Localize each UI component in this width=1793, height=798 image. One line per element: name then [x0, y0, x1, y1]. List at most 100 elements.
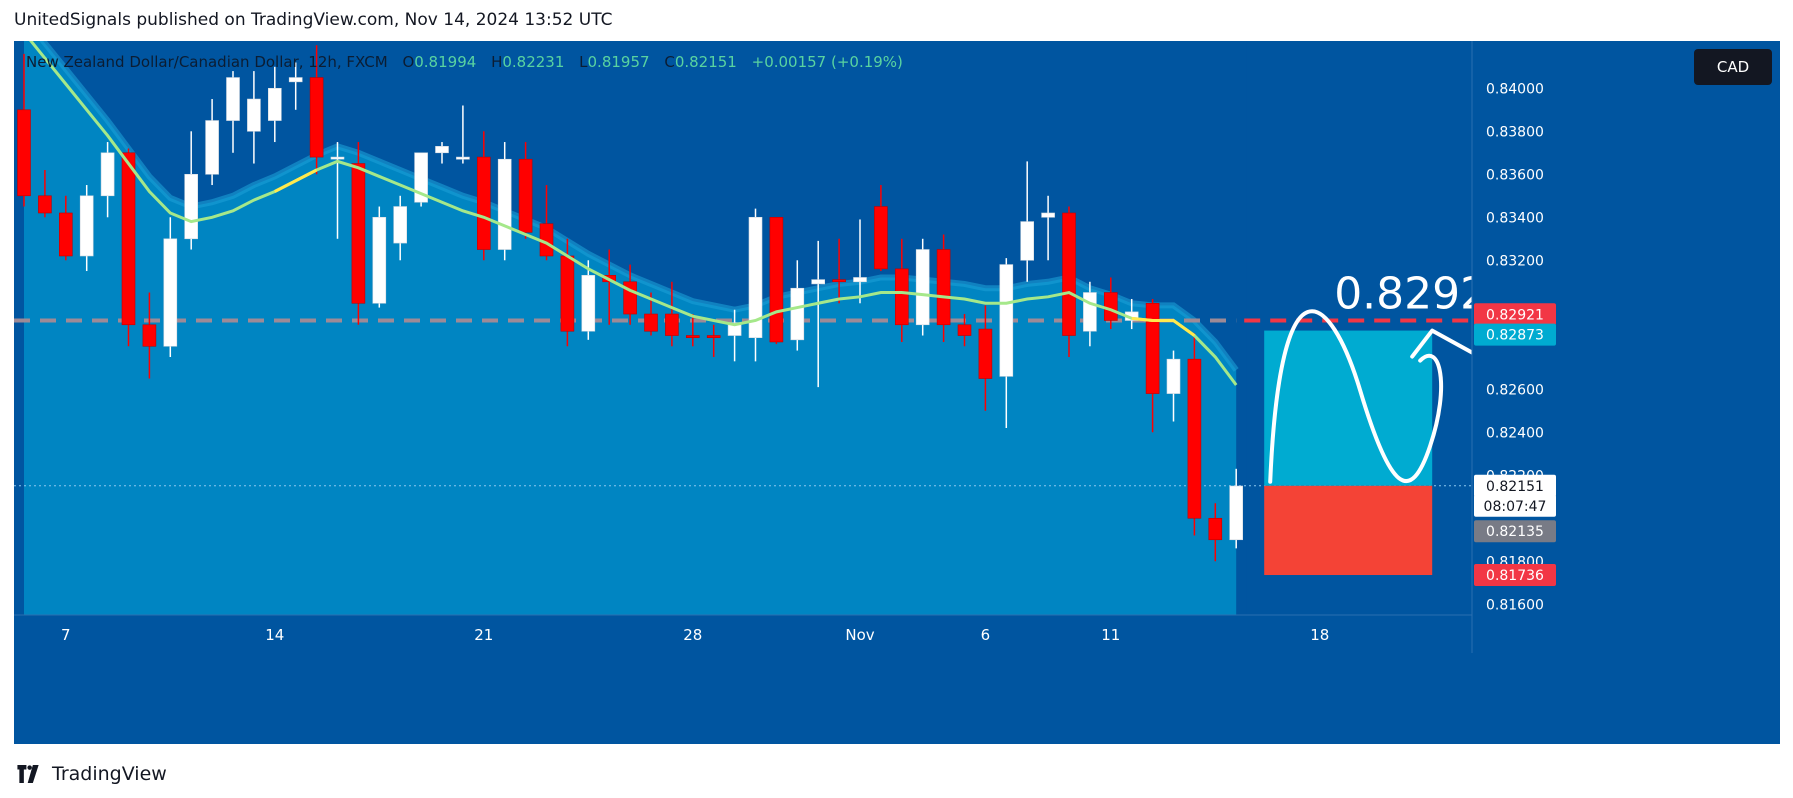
candle-body — [1166, 358, 1181, 394]
candle — [372, 206, 387, 308]
candle-body — [309, 77, 324, 158]
open-value: 0.81994 — [414, 53, 477, 71]
currency-button[interactable]: CAD — [1694, 49, 1772, 85]
candle — [665, 281, 679, 347]
candle — [79, 185, 94, 272]
candle-body — [163, 238, 178, 347]
price-axis-tick: 0.84000 — [1486, 81, 1544, 97]
stop-loss-zone — [1264, 485, 1433, 576]
candle — [999, 258, 1014, 428]
candle-body — [727, 322, 742, 336]
candle-body — [581, 275, 596, 332]
time-axis-tick: 6 — [981, 626, 991, 644]
candle — [226, 71, 240, 153]
candle-body — [184, 173, 198, 240]
candle-body — [476, 156, 491, 250]
candle — [1208, 503, 1223, 562]
candle-body — [1083, 292, 1097, 332]
candle-body — [456, 156, 470, 160]
candle — [706, 324, 721, 358]
price-badge-countdown: 08:07:47 — [1474, 494, 1556, 517]
candle — [38, 169, 52, 218]
close-value: 0.82151 — [674, 53, 737, 71]
candle — [121, 148, 136, 347]
price-badge-text: 08:07:47 — [1484, 499, 1547, 515]
cloud-end — [1246, 41, 1249, 615]
candle — [142, 292, 157, 379]
candle — [727, 309, 742, 362]
candle-body — [268, 87, 282, 121]
candle-body — [1104, 292, 1118, 321]
candle-body — [17, 109, 31, 197]
time-axis-tick: 21 — [474, 626, 493, 644]
candle — [1229, 468, 1243, 549]
symbol-name: New Zealand Dollar/Canadian Dollar, 12h,… — [26, 53, 388, 71]
time-axis-tick: 7 — [61, 626, 71, 644]
price-badge-text: 0.82151 — [1486, 479, 1544, 495]
moving-average-highlight — [1131, 316, 1196, 337]
projection-curve — [1268, 309, 1444, 484]
price-badge-bg — [1474, 494, 1556, 517]
open-label: O — [402, 53, 415, 71]
candle — [769, 216, 784, 345]
target-price-annotation: 0.8292 — [1334, 268, 1488, 319]
price-axis-tick: 0.83400 — [1486, 210, 1544, 226]
price-axis-tick: 0.82600 — [1486, 382, 1544, 398]
candle — [268, 66, 282, 143]
price-badge-text: 0.82135 — [1486, 524, 1544, 540]
candle — [832, 238, 846, 304]
candle — [497, 142, 512, 261]
price-badge-target: 0.82921 — [1474, 303, 1556, 326]
candle — [288, 62, 303, 110]
candle-body — [330, 156, 345, 160]
candle — [184, 131, 198, 250]
tradingview-brand: TradingView — [52, 763, 167, 785]
candle — [456, 105, 470, 164]
candle-body — [100, 152, 115, 197]
candle — [1062, 206, 1076, 358]
candle-body — [351, 163, 366, 304]
time-axis-tick: Nov — [845, 626, 874, 644]
price-badge-last: 0.82151 — [1474, 474, 1556, 497]
candle-body — [665, 313, 679, 336]
price-axis-tick: 0.81600 — [1486, 597, 1544, 613]
candle-body — [1041, 212, 1055, 218]
candle — [351, 142, 366, 325]
candle-body — [644, 313, 658, 332]
candle — [414, 152, 428, 207]
candle — [393, 195, 408, 261]
candle-body — [226, 77, 240, 121]
candle-body — [894, 268, 909, 326]
high-label: H — [491, 53, 503, 71]
price-axis-tick: 0.82400 — [1486, 425, 1544, 441]
candle-body — [832, 279, 846, 283]
candle — [309, 45, 324, 175]
chart-area[interactable]: 0.8292 7 14 21 28 Nov 6 11 18 0.84000 0.83800 0.83… — [14, 41, 1780, 744]
candle — [247, 71, 261, 164]
candle-body — [1208, 517, 1223, 541]
time-axis-tick: 18 — [1310, 626, 1329, 644]
price-chart[interactable]: 0.8292 7 14 21 28 Nov 6 11 18 0.84000 0.83800 0.83… — [14, 41, 1780, 744]
candle-body — [393, 206, 408, 244]
moving-average-highlight — [274, 168, 318, 193]
price-badge-bg — [1474, 474, 1556, 497]
candle — [518, 142, 533, 239]
candle — [915, 238, 930, 336]
candle — [435, 142, 449, 164]
price-badge-prev: 0.82135 — [1474, 520, 1556, 543]
candle — [1020, 161, 1035, 282]
candle-body — [205, 120, 219, 175]
time-axis-tick: 11 — [1101, 626, 1120, 644]
high-value: 0.82231 — [502, 53, 565, 71]
candle — [957, 314, 972, 347]
candle-body — [142, 324, 157, 347]
price-axis-tick: 0.83600 — [1486, 167, 1544, 183]
publisher-line: UnitedSignals published on TradingView.c… — [14, 10, 613, 30]
low-value: 0.81957 — [587, 53, 650, 71]
candle-body — [1229, 485, 1243, 541]
candle — [894, 238, 909, 342]
candle — [874, 185, 888, 272]
candle — [17, 53, 31, 207]
cloud-band — [24, 41, 1237, 615]
price-badge-text: 0.81736 — [1486, 568, 1544, 584]
